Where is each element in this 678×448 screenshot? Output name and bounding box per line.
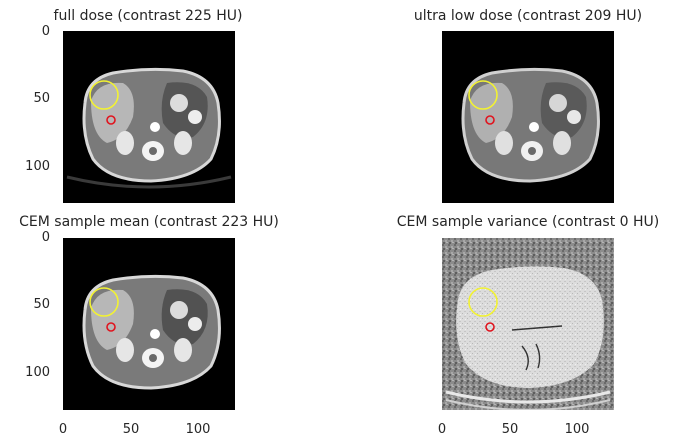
roi-large-circle	[89, 80, 119, 110]
x-tick-0-bottom-right: 0	[437, 422, 447, 437]
roi-large-circle	[468, 287, 498, 317]
panel-title-cem-sample-variance: CEM sample variance (contrast 0 HU)	[396, 214, 660, 230]
ct-image-ultra-low-dose	[442, 31, 614, 203]
y-tick-50-bottom-left: 50	[33, 297, 50, 312]
ct-table	[66, 175, 232, 189]
roi-small-circle	[485, 322, 495, 332]
panel-title-cem-sample-mean: CEM sample mean (contrast 223 HU)	[19, 214, 279, 230]
aorta	[150, 122, 160, 132]
panel-title-ultra-low-dose: ultra low dose (contrast 209 HU)	[413, 8, 643, 24]
roi-small-circle	[106, 322, 116, 332]
roi-small-circle	[106, 115, 116, 125]
bowel-contrast	[170, 94, 188, 112]
x-tick-100-bottom-right: 100	[564, 422, 590, 437]
x-tick-100-bottom-left: 100	[185, 422, 211, 437]
x-tick-50-bottom-left: 50	[122, 422, 140, 437]
roi-small-circle	[485, 115, 495, 125]
kidney-left	[174, 131, 192, 155]
roi-large-circle	[89, 287, 119, 317]
x-tick-0-bottom-left: 0	[58, 422, 68, 437]
kidney-right	[116, 131, 134, 155]
y-tick-100-bottom-left: 100	[25, 365, 50, 380]
y-tick-0-bottom-left: 0	[41, 230, 50, 245]
liver	[91, 82, 134, 143]
variance-body	[456, 266, 604, 388]
ct-image-cem-sample-mean	[63, 238, 235, 410]
y-tick-0-top-left: 0	[41, 24, 50, 39]
roi-large-circle	[468, 80, 498, 110]
y-tick-100-top-left: 100	[25, 159, 50, 174]
x-tick-50-bottom-right: 50	[501, 422, 519, 437]
ct-image-full-dose	[63, 31, 235, 203]
panel-title-full-dose: full dose (contrast 225 HU)	[53, 8, 243, 24]
y-tick-50-top-left: 50	[33, 91, 50, 106]
variance-image-cem	[442, 238, 614, 410]
